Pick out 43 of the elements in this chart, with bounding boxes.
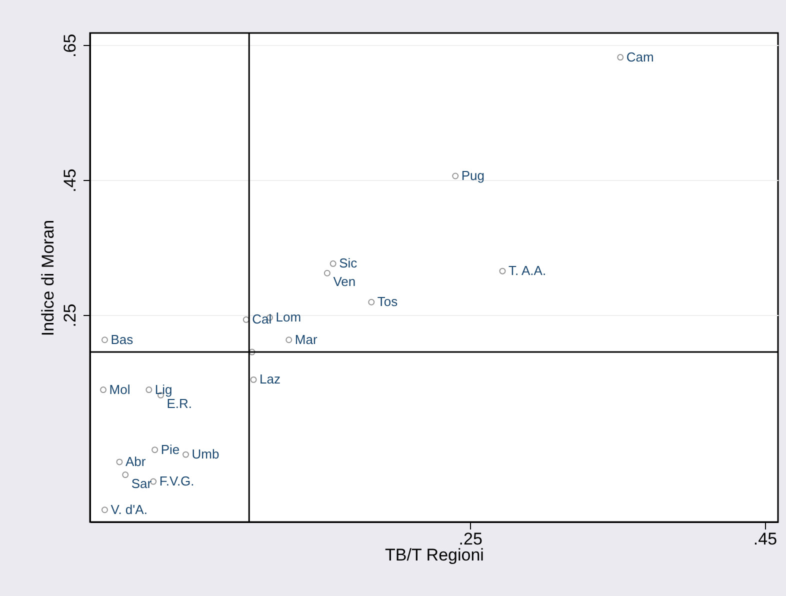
point xyxy=(182,451,189,458)
point xyxy=(499,268,506,274)
annotation: Cam xyxy=(626,49,654,64)
y-axis-title: Indice di Moran xyxy=(38,220,58,336)
point xyxy=(152,446,158,454)
annotation: T. A.A. xyxy=(508,263,546,278)
annotation: Sar xyxy=(131,476,152,491)
annotation: Cal xyxy=(252,312,272,327)
x-axis-title: TB/T Regioni xyxy=(385,546,484,564)
annotation: Bas xyxy=(110,332,134,347)
annotation: E.R. xyxy=(166,396,192,412)
point xyxy=(146,386,152,394)
point xyxy=(250,376,257,383)
point xyxy=(100,386,106,394)
annotation: Pug xyxy=(461,168,485,183)
annotation: Laz xyxy=(260,372,280,387)
y-tick-label: .25 xyxy=(60,304,80,328)
point xyxy=(452,172,459,180)
y-tick-label: .45 xyxy=(60,168,80,192)
point xyxy=(324,270,330,276)
point xyxy=(116,458,123,466)
point xyxy=(242,316,250,323)
annotation: Sic xyxy=(339,256,358,271)
annotation: Lom xyxy=(276,310,302,325)
annotation: Mol xyxy=(109,382,130,397)
y-tick-label: .65 xyxy=(60,34,80,58)
annotation: Tos xyxy=(377,294,398,310)
point xyxy=(617,54,624,61)
annotation: Lig xyxy=(154,382,172,397)
annotation: Ven xyxy=(333,274,356,290)
annotation: Abr xyxy=(125,454,146,469)
annotation: Mar xyxy=(294,332,318,347)
point xyxy=(330,260,336,267)
annotation: Pie xyxy=(160,442,180,457)
point xyxy=(101,336,108,344)
point xyxy=(248,348,256,356)
point xyxy=(101,506,108,514)
annotation: F.V.G. xyxy=(159,474,194,489)
point xyxy=(122,472,129,478)
annotation: Umb xyxy=(192,446,220,462)
point xyxy=(286,336,292,344)
annotation: V. d'A. xyxy=(110,502,148,517)
point xyxy=(368,298,375,306)
